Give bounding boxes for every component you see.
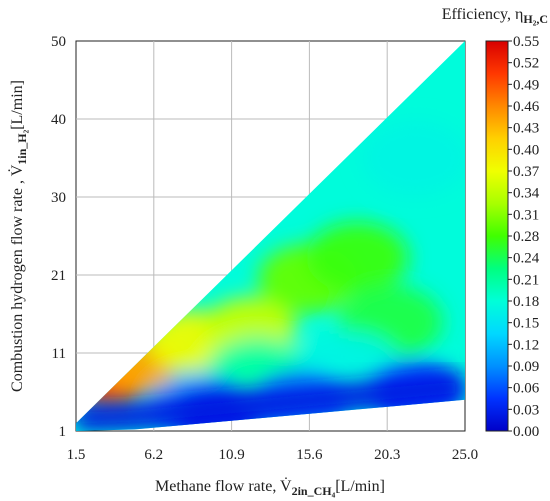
colorbar-tick-label: 0.55 (513, 34, 539, 50)
x-tick-label: 25.0 (452, 447, 478, 463)
colorbar-title-sub: H₂,C (523, 12, 548, 26)
y-tick-label: 11 (52, 346, 66, 362)
colorbar-ticks: 0.55 0.52 0.49 0.46 0.43 0.40 0.37 0.34 0.31 0.28… (508, 34, 540, 440)
colorbar-tick-label: 0.43 (513, 121, 539, 137)
y-axis-title-sub: 1in_H₂ (15, 129, 29, 164)
colorbar-tick-label: 0.03 (513, 402, 539, 418)
y-tick-label: 40 (51, 112, 66, 128)
y-tick-label: 21 (51, 268, 66, 284)
colorbar-tick-label: 0.37 (513, 164, 540, 180)
colorbar-tick-label: 0.49 (513, 77, 539, 93)
x-axis-title-main: Methane flow rate, V̇ (155, 477, 292, 495)
colorbar-tick-label: 0.28 (513, 229, 539, 245)
colorbar-tick-label: 0.12 (513, 337, 539, 353)
x-tick-label: 15.6 (296, 447, 323, 463)
colorbar-tick-label: 0.52 (513, 56, 539, 72)
x-tick-label: 10.9 (218, 447, 244, 463)
colorbar (485, 40, 509, 432)
y-tick-label: 30 (51, 190, 66, 206)
colorbar-tick-label: 0.31 (513, 207, 539, 223)
y-tick-label: 1 (59, 424, 67, 440)
x-tick-label: 20.3 (374, 447, 400, 463)
colorbar-title-main: Efficiency, η (442, 6, 524, 23)
heatmap-cell (361, 120, 465, 196)
colorbar-tick-label: 0.34 (513, 186, 540, 202)
low-efficiency-band (76, 373, 465, 431)
colorbar-tick-label: 0.06 (513, 381, 540, 397)
x-tick-label: 6.2 (144, 447, 163, 463)
colorbar-tick-label: 0.09 (513, 359, 539, 375)
x-axis-title-sub: 2in_CH₄ (292, 484, 336, 498)
colorbar-tick-label: 0.24 (513, 251, 540, 267)
x-axis-title-unit: [L/min] (335, 478, 385, 495)
colorbar-tick-label: 0.21 (513, 272, 539, 288)
colorbar-tick-label: 0.18 (513, 294, 539, 310)
y-tick-label: 50 (51, 34, 66, 50)
colorbar-tick-label: 0.46 (513, 99, 540, 115)
colorbar-title: Efficiency, ηH₂,C (442, 6, 548, 26)
heatmap-cell (306, 222, 409, 294)
x-tick-label: 1.5 (67, 447, 86, 463)
colorbar-tick-label: 0.15 (513, 316, 539, 332)
y-axis-title: Combustion hydrogen flow rate , V̇1in_H₂… (8, 80, 29, 392)
y-axis-title-unit: [L/min] (9, 80, 26, 130)
colorbar-tick-label: 0.00 (513, 424, 539, 440)
y-axis-title-main: Combustion hydrogen flow rate , V̇ (8, 164, 26, 392)
colorbar-tick-label: 0.40 (513, 142, 539, 158)
x-axis-ticks: 1.5 6.2 10.9 15.6 20.3 25.0 (67, 447, 479, 463)
x-axis-title: Methane flow rate, V̇2in_CH₄[L/min] (155, 477, 385, 498)
